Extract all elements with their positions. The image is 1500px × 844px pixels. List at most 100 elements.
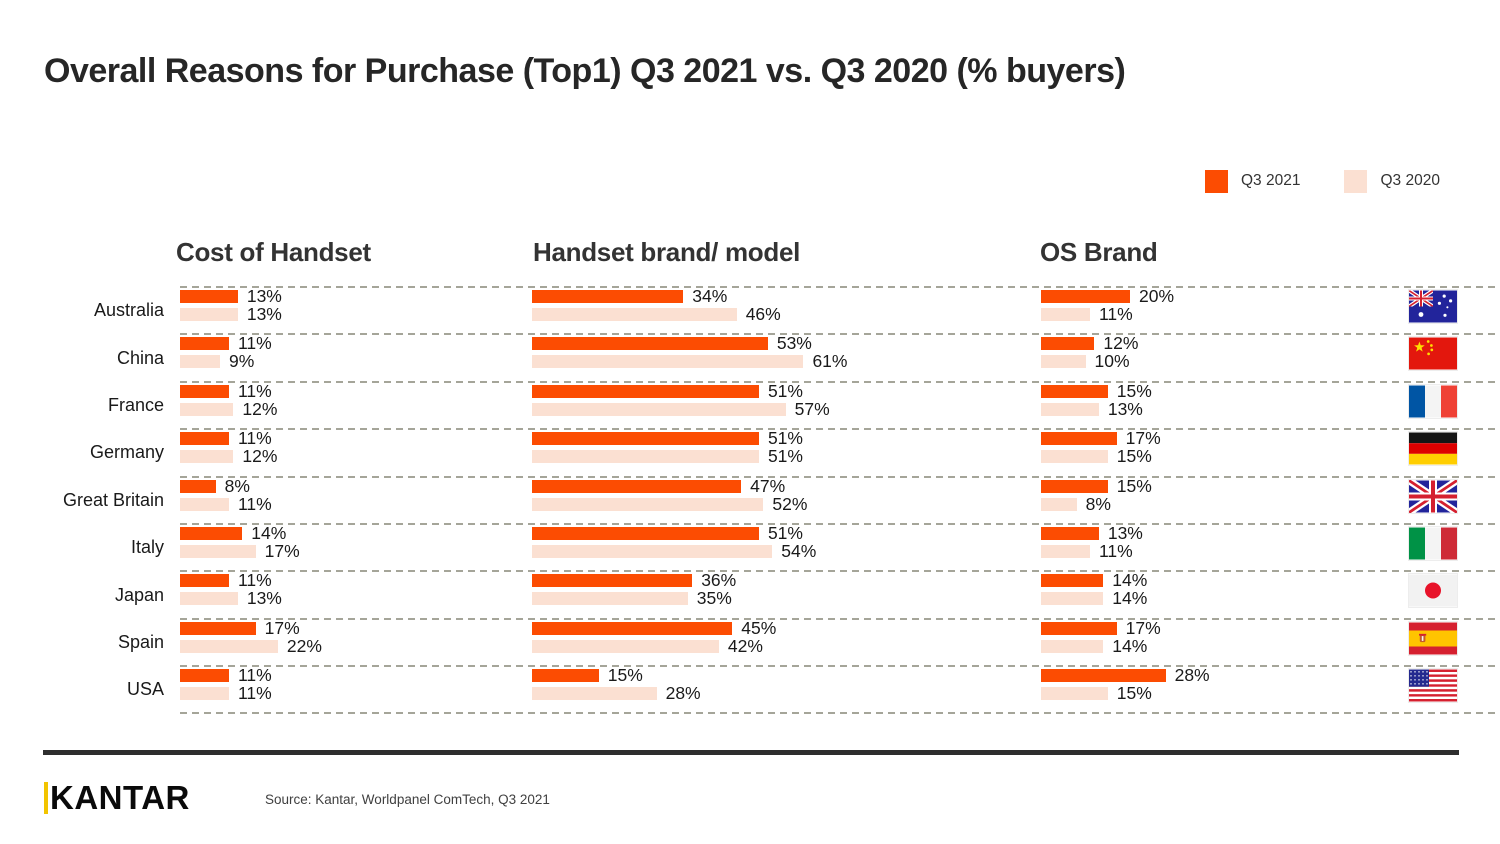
bar-line: 20%: [1041, 286, 1384, 306]
cost-value-q3-2021: 17%: [264, 617, 300, 638]
cost-bar-q3-2021: [180, 479, 216, 493]
os-cell: 17% 15%: [1041, 428, 1384, 476]
os-cell: 17% 14%: [1041, 618, 1384, 666]
os-value-q3-2021: 15%: [1116, 475, 1152, 496]
os-value-q3-2020: 14%: [1112, 588, 1148, 609]
os-value-q3-2020: 15%: [1116, 446, 1152, 467]
brand-cell: 34% 46%: [532, 286, 1041, 334]
country-label: USA: [126, 679, 164, 700]
bar-line: 34%: [532, 286, 1041, 306]
bar-line: 35%: [532, 588, 1041, 608]
brand-value-q3-2021: 45%: [741, 617, 777, 638]
os-bar-q3-2021: [1041, 479, 1108, 493]
brand-value-q3-2021: 47%: [750, 475, 786, 496]
cost-bar-q3-2021: [180, 621, 256, 635]
cost-cell: 13% 13%: [180, 286, 532, 334]
cost-bar-q3-2020: [180, 402, 234, 416]
legend-label-q3-2020: Q3 2020: [1380, 172, 1440, 189]
cost-cell: 11% 12%: [180, 381, 532, 429]
brand-bar-q3-2020: [532, 687, 657, 701]
cost-bar-q3-2021: [180, 432, 229, 446]
bar-line: 17%: [180, 541, 532, 561]
cost-bar-q3-2021: [180, 384, 229, 398]
us-flag-icon: [1384, 666, 1500, 713]
bar-line: 47%: [532, 476, 1041, 496]
brand-bar-q3-2020: [532, 355, 804, 369]
cost-value-q3-2021: 14%: [251, 522, 287, 543]
brand-value-q3-2021: 51%: [767, 522, 803, 543]
cost-bar-q3-2020: [180, 544, 256, 558]
source-text: Source: Kantar, Worldpanel ComTech, Q3 2…: [265, 792, 550, 807]
cost-cell: 11% 11%: [180, 665, 532, 713]
bar-line: 13%: [1041, 523, 1384, 543]
bar-line: 12%: [180, 446, 532, 466]
bar-line: 11%: [180, 665, 532, 685]
bar-line: 14%: [1041, 588, 1384, 608]
brand-value-q3-2020: 51%: [767, 446, 803, 467]
bar-line: 11%: [180, 381, 532, 401]
bar-line: 11%: [180, 494, 532, 514]
gb-flag-icon: [1384, 477, 1500, 524]
bar-line: 28%: [1041, 665, 1384, 685]
cn-flag-icon: [1384, 334, 1500, 381]
country-row-italy: Italy 14% 17% 51% 54% 13% 11%: [0, 522, 1500, 571]
brand-value-q3-2020: 28%: [665, 683, 701, 704]
brand-bar-q3-2021: [532, 337, 768, 351]
cost-cell: 8% 11%: [180, 476, 532, 524]
bar-line: 51%: [532, 523, 1041, 543]
brand-value-q3-2021: 51%: [767, 428, 803, 449]
cost-cell: 17% 22%: [180, 617, 532, 666]
column-header-brand: Handset brand/ model: [533, 237, 801, 267]
bar-line: 13%: [180, 286, 532, 306]
bar-line: 8%: [1041, 494, 1384, 514]
os-bar-q3-2020: [1041, 639, 1104, 653]
bar-line: 15%: [1041, 381, 1384, 401]
os-value-q3-2021: 12%: [1103, 333, 1139, 354]
cost-bar-q3-2020: [180, 592, 238, 606]
bar-line: 61%: [532, 351, 1041, 371]
chart-title: Overall Reasons for Purchase (Top1) Q3 2…: [44, 52, 1126, 90]
brand-cell: 51% 54%: [532, 523, 1041, 571]
os-bar-q3-2020: [1041, 450, 1108, 464]
brand-value-q3-2021: 53%: [776, 333, 812, 354]
brand-bar-q3-2021: [532, 432, 759, 446]
country-row-germany: Germany 11% 12% 51% 51% 17% 15%: [0, 428, 1500, 476]
brand-cell: 51% 51%: [532, 428, 1041, 476]
bar-line: 11%: [1041, 541, 1384, 561]
country-label: Spain: [117, 631, 164, 652]
brand-value-q3-2020: 42%: [727, 635, 763, 656]
os-bar-q3-2021: [1041, 384, 1108, 398]
cost-value-q3-2020: 22%: [286, 635, 322, 656]
brand-bar-q3-2021: [532, 621, 733, 635]
os-cell: 14% 14%: [1041, 570, 1384, 618]
brand-cell: 47% 52%: [532, 476, 1041, 524]
brand-bar-q3-2020: [532, 450, 759, 464]
cost-bar-q3-2020: [180, 497, 229, 511]
bar-line: 14%: [1041, 636, 1384, 656]
cost-value-q3-2021: 11%: [237, 665, 272, 686]
cost-bar-q3-2021: [180, 290, 238, 303]
brand-bar-q3-2021: [532, 290, 684, 303]
country-row-china: China 11% 9% 53% 61% 12% 10%: [0, 333, 1500, 381]
bar-line: 51%: [532, 381, 1041, 401]
cost-value-q3-2020: 11%: [237, 683, 272, 704]
es-flag-icon: [1384, 619, 1500, 666]
os-value-q3-2020: 11%: [1098, 540, 1133, 561]
bar-line: 12%: [180, 399, 532, 419]
logo-text: KANTAR: [50, 779, 190, 816]
cost-bar-q3-2021: [180, 337, 229, 351]
os-value-q3-2021: 15%: [1116, 380, 1152, 401]
country-row-australia: Australia 13% 13% 34% 46% 20% 11%: [0, 285, 1500, 334]
legend-swatch-q3-2021: [1205, 169, 1228, 193]
brand-value-q3-2021: 34%: [692, 286, 728, 306]
cost-value-q3-2020: 9%: [229, 351, 255, 372]
cost-bar-q3-2021: [180, 669, 229, 683]
brand-bar-q3-2020: [532, 402, 786, 416]
cost-value-q3-2020: 13%: [246, 588, 282, 609]
brand-bar-q3-2021: [532, 574, 693, 588]
bar-line: 11%: [180, 683, 532, 703]
os-bar-q3-2020: [1041, 687, 1108, 701]
brand-bar-q3-2021: [532, 384, 759, 398]
cost-bar-q3-2020: [180, 308, 238, 321]
